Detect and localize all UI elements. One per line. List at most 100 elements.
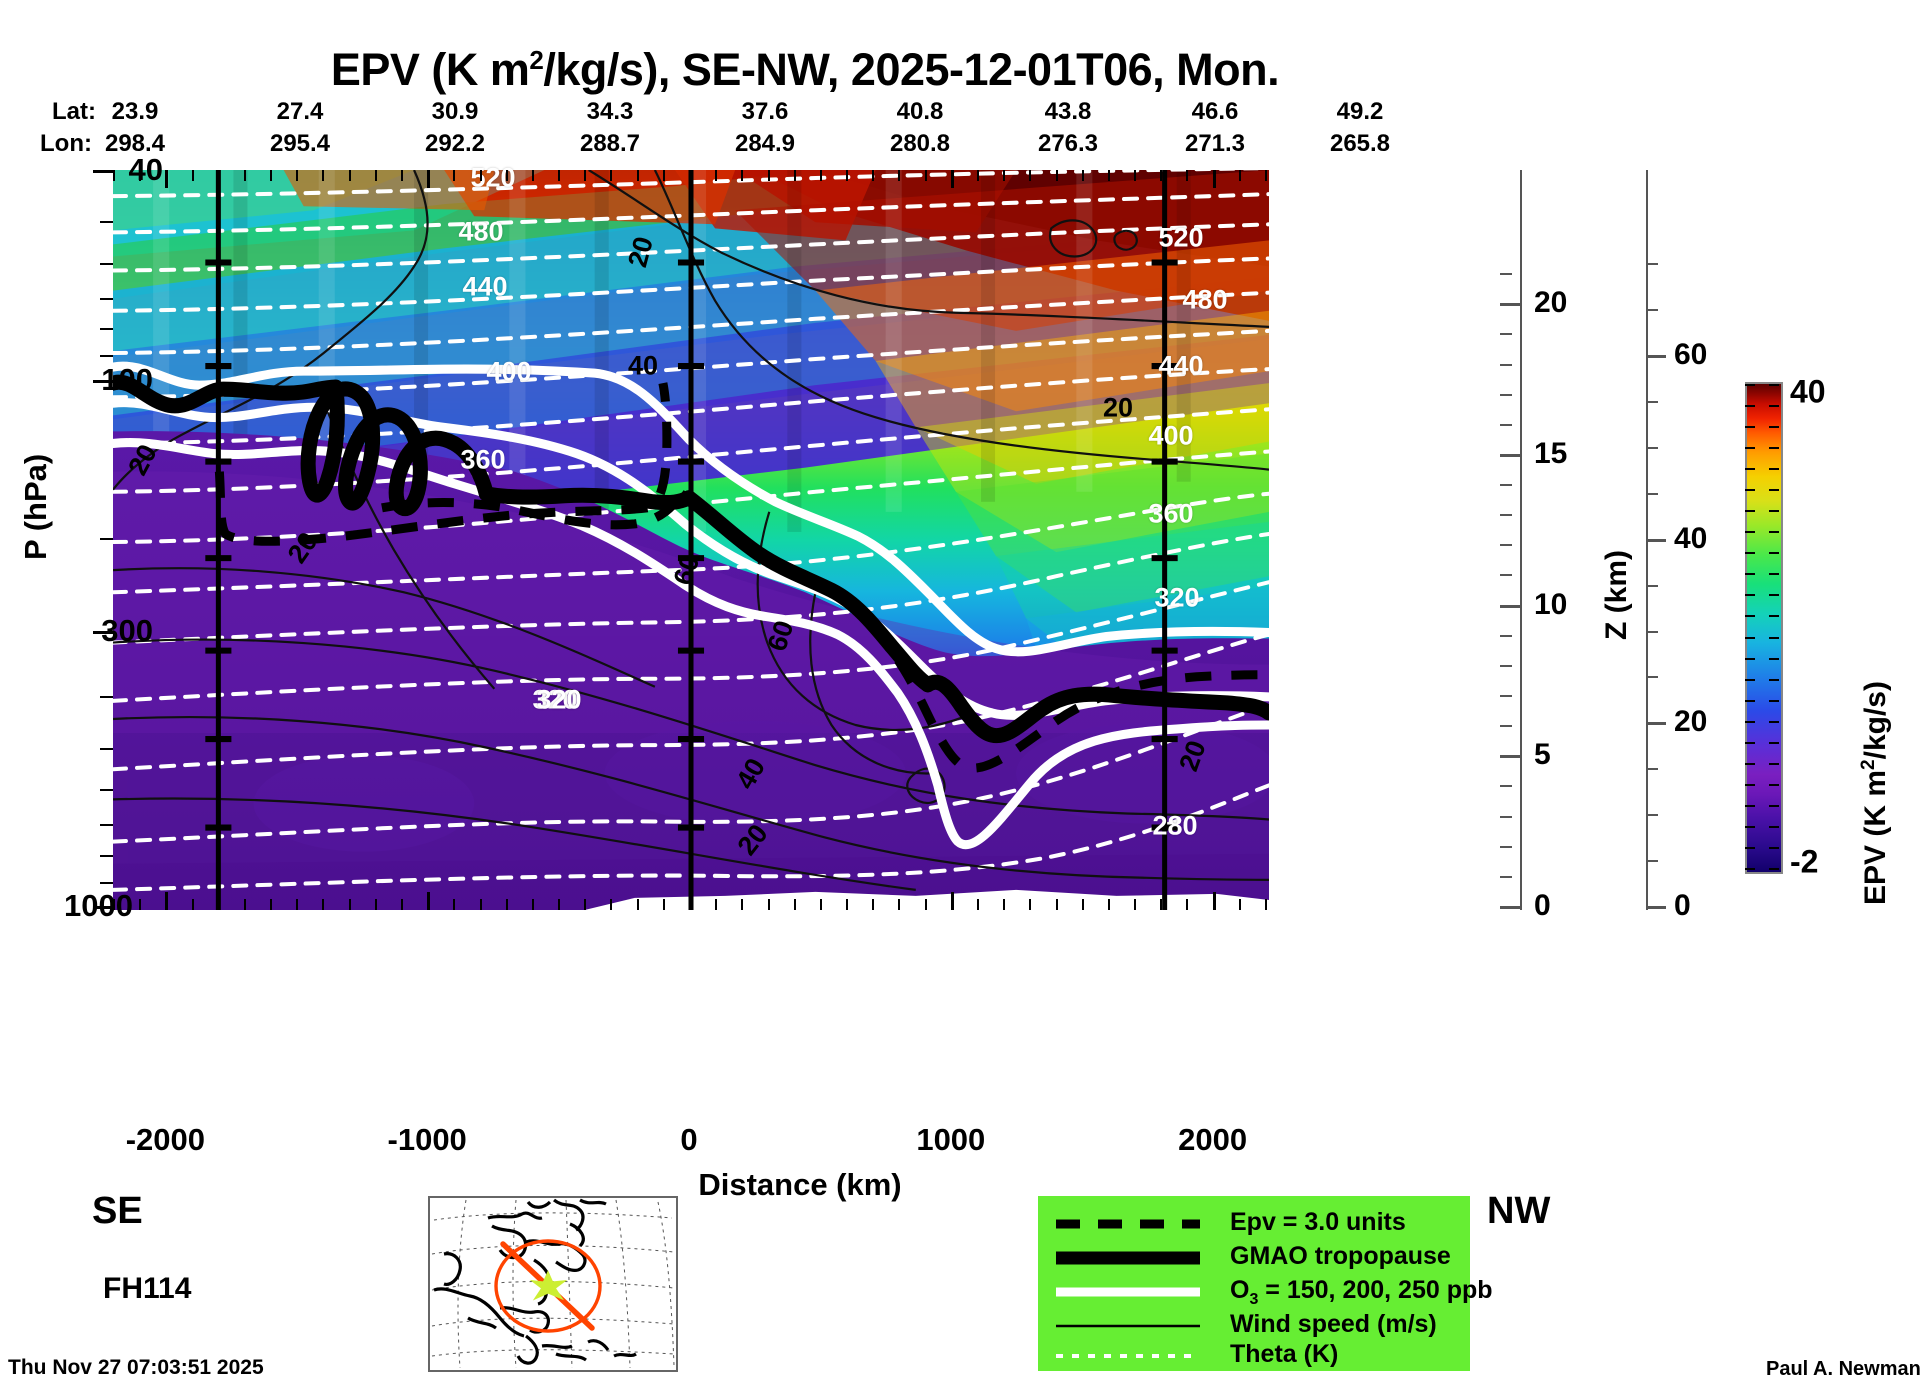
epv-contour-fill — [113, 170, 1269, 910]
pressure-minor-tick — [100, 824, 113, 827]
distance-major-tick — [689, 892, 692, 910]
distance-minor-tick — [1029, 170, 1032, 181]
distance-tick-label-2000: 2000 — [1178, 1122, 1248, 1157]
z-kft-minor-tick — [1646, 446, 1658, 449]
theta-label-520-left: 520 — [470, 162, 516, 193]
pressure-minor-tick — [100, 262, 113, 265]
colorbar-tick — [1745, 804, 1755, 807]
colorbar-tick — [1745, 594, 1755, 597]
colorbar-tick — [1745, 678, 1755, 681]
lat-value-3: 34.3 — [586, 98, 634, 125]
pressure-major-tick — [93, 630, 113, 634]
pressure-minor-tick — [100, 696, 113, 699]
epv-cross-section[interactable]: 520 480 440 400 360 320 520 480 440 400 … — [113, 162, 1269, 910]
colorbar-tick — [1769, 741, 1779, 744]
z-kft-tick-label-20: 20 — [1674, 705, 1708, 739]
lat-value-8: 49.2 — [1336, 98, 1384, 125]
z-km-minor-tick — [1500, 815, 1512, 818]
distance-minor-tick — [898, 170, 901, 181]
z-kft-minor-tick — [1646, 584, 1658, 587]
distance-minor-tick — [846, 170, 849, 181]
colorbar-tick — [1745, 741, 1755, 744]
lat-value-0: 23.9 — [111, 98, 159, 125]
colorbar-tick — [1769, 678, 1779, 681]
z-kft-minor-tick — [1646, 814, 1658, 817]
lat-value-7: 46.6 — [1191, 98, 1239, 125]
distance-minor-tick — [374, 899, 377, 910]
colorbar-tick — [1769, 825, 1779, 828]
z-kft-minor-tick — [1646, 263, 1658, 266]
distance-minor-tick — [1107, 170, 1110, 181]
z-km-minor-tick — [1500, 544, 1512, 547]
z-kft-minor-tick — [1646, 768, 1658, 771]
z-km-minor-tick — [1500, 725, 1512, 728]
timestamp: Thu Nov 27 07:03:51 2025 — [8, 1356, 264, 1379]
distance-tick-label--1000: -1000 — [387, 1122, 467, 1157]
colorbar-tick — [1769, 720, 1779, 723]
distance-minor-tick — [767, 170, 770, 181]
legend-label-1: GMAO tropopause — [1230, 1242, 1451, 1270]
distance-minor-tick — [1134, 170, 1137, 181]
inset-locator-map[interactable] — [428, 1196, 678, 1372]
z-km-tick-label-10: 10 — [1534, 587, 1568, 621]
se-endpoint-label: SE — [92, 1190, 143, 1232]
distance-minor-tick — [348, 170, 351, 181]
colorbar-tick — [1769, 510, 1779, 513]
distance-minor-tick — [662, 899, 665, 910]
distance-minor-tick — [479, 170, 482, 181]
z-km-minor-tick — [1500, 875, 1512, 878]
z-km-minor-tick — [1500, 423, 1512, 426]
colorbar-tick — [1769, 636, 1779, 639]
z-kft-minor-tick — [1646, 676, 1658, 679]
distance-minor-tick — [531, 899, 534, 910]
colorbar-min-label: -2 — [1790, 843, 1819, 880]
distance-minor-tick — [741, 170, 744, 181]
distance-major-tick — [165, 892, 169, 910]
colorbar-tick — [1745, 426, 1755, 429]
colorbar-tick — [1769, 762, 1779, 765]
theta-label-280-right: 280 — [1152, 810, 1198, 841]
distance-minor-tick — [1160, 170, 1163, 181]
colorbar-tick — [1745, 468, 1755, 471]
legend-symbol-dashed-black-line — [1050, 1210, 1210, 1243]
z-km-minor-tick — [1500, 273, 1512, 276]
lat-value-6: 43.8 — [1044, 98, 1092, 125]
legend-box: Epv = 3.0 units GMAO tropopause O3 = 150, … — [1038, 1196, 1493, 1371]
lat-value-2: 30.9 — [431, 98, 479, 125]
distance-minor-tick — [453, 170, 456, 181]
distance-minor-tick — [453, 899, 456, 910]
lat-row-label: Lat: — [52, 98, 96, 125]
distance-minor-tick — [1160, 899, 1163, 910]
distance-minor-tick — [217, 899, 220, 910]
distance-minor-tick — [715, 899, 718, 910]
colorbar-tick — [1745, 657, 1755, 660]
legend-item-3: Wind speed (m/s) — [1050, 1310, 1470, 1345]
distance-minor-tick — [113, 170, 115, 181]
distance-minor-tick — [191, 170, 194, 181]
distance-minor-tick — [793, 899, 796, 910]
distance-minor-tick — [348, 899, 351, 910]
colorbar-tick — [1745, 552, 1755, 555]
lon-value-7: 271.3 — [1184, 130, 1246, 157]
gmao-tropopause — [113, 374, 1269, 744]
distance-minor-tick — [479, 899, 482, 910]
theta-label-480-right: 480 — [1182, 284, 1228, 315]
colorbar-tick — [1745, 699, 1755, 702]
distance-minor-tick — [898, 899, 901, 910]
legend-item-0: Epv = 3.0 units — [1050, 1208, 1470, 1243]
distance-major-tick — [950, 170, 954, 188]
colorbar-tick — [1769, 783, 1779, 786]
z-km-minor-tick — [1500, 363, 1512, 366]
legend-symbol-thick-black-line — [1050, 1244, 1210, 1277]
distance-minor-tick — [741, 899, 744, 910]
colorbar-tick — [1769, 594, 1779, 597]
distance-minor-tick — [191, 899, 194, 910]
distance-minor-tick — [1055, 899, 1058, 910]
distance-minor-tick — [558, 170, 561, 181]
distance-minor-tick — [401, 170, 403, 181]
distance-minor-tick — [846, 899, 849, 910]
distance-minor-tick — [113, 899, 115, 910]
z-km-minor-tick — [1500, 393, 1512, 396]
epv-colorbar[interactable] — [1745, 382, 1783, 874]
